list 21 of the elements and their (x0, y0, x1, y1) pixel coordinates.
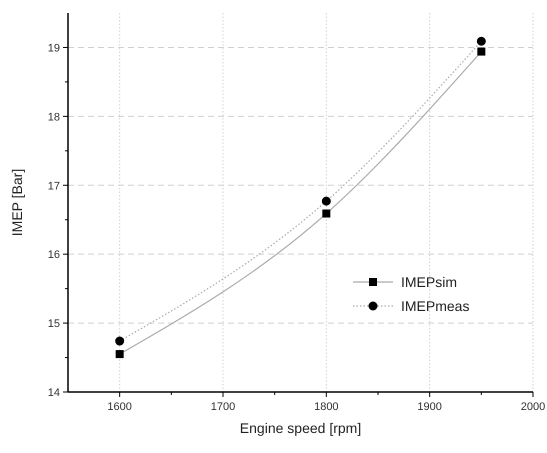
legend-label: IMEPmeas (401, 298, 470, 314)
x-tick-label: 1700 (210, 401, 236, 413)
x-tick-label: 2000 (520, 401, 546, 413)
y-tick-label: 18 (48, 111, 60, 124)
y-tick-label: 17 (48, 180, 60, 192)
legend-label: IMEPsim (401, 274, 457, 290)
y-tick-label: 19 (48, 42, 60, 54)
point (322, 196, 331, 206)
y-axis-title: IMEP [Bar] (9, 168, 25, 236)
x-tick-label: 1600 (107, 401, 132, 413)
point (322, 210, 330, 218)
point (115, 336, 124, 346)
y-tick-label: 15 (48, 318, 60, 330)
y-tick-label: 14 (48, 387, 60, 399)
x-tick-label: 1800 (314, 401, 339, 413)
y-tick-label: 16 (48, 249, 60, 262)
x-tick-label: 1900 (417, 401, 442, 413)
point (477, 48, 486, 56)
point (116, 350, 124, 358)
x-axis-title: Engine speed [rpm] (240, 420, 362, 436)
point (476, 36, 486, 46)
